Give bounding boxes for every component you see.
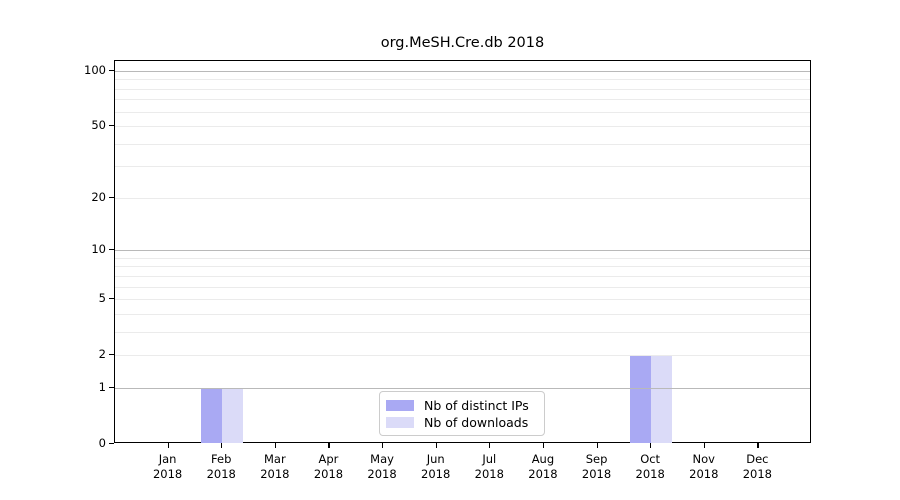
- x-axis-tick-mark: [542, 443, 545, 448]
- minor-gridline: [115, 313, 810, 315]
- y-axis-tick-mark: [109, 298, 114, 300]
- major-gridline: [115, 387, 810, 389]
- legend-item-distinct-ips: Nb of distinct IPs: [386, 397, 536, 414]
- minor-gridline: [115, 257, 810, 259]
- x-axis-tick-mark: [650, 443, 652, 448]
- x-axis-month-label: Apr: [318, 452, 339, 466]
- y-axis-tick-mark: [109, 70, 114, 72]
- x-axis-year-label: 2018: [421, 467, 451, 481]
- y-axis-tick-mark: [109, 443, 114, 445]
- x-axis-year-label: 2018: [152, 467, 183, 481]
- x-axis-tick-mark: [221, 443, 223, 448]
- y-axis-tick-mark: [109, 249, 114, 251]
- minor-gridline: [115, 88, 810, 90]
- y-axis-tick-label: 50: [91, 118, 106, 133]
- x-axis-month-label: Feb: [211, 452, 232, 466]
- x-axis-year-label: 2018: [581, 467, 612, 481]
- chart-title: org.MeSH.Cre.db 2018: [380, 35, 545, 51]
- x-axis-month-label: Dec: [746, 452, 769, 466]
- minor-gridline: [115, 99, 810, 101]
- y-axis-tick-label: 20: [91, 189, 106, 204]
- legend: Nb of distinct IPs Nb of downloads: [379, 391, 545, 436]
- y-axis-tick-label: 5: [98, 291, 106, 306]
- x-axis-tick-mark: [757, 443, 759, 448]
- x-axis-year-label: 2018: [474, 467, 504, 481]
- bar-distinct-ips: [201, 387, 223, 443]
- minor-gridline: [115, 266, 810, 268]
- x-axis-tick-mark: [435, 443, 437, 448]
- bar-downloads: [222, 387, 244, 443]
- legend-item-downloads: Nb of downloads: [386, 414, 536, 431]
- legend-label-distinct-ips: Nb of distinct IPs: [424, 398, 529, 413]
- x-axis-tick-mark: [703, 443, 705, 448]
- minor-gridline: [115, 286, 810, 288]
- x-axis-year-label: 2018: [742, 467, 773, 481]
- x-axis-month-label: Oct: [640, 452, 661, 466]
- y-axis-tick-label: 2: [98, 347, 106, 362]
- minor-gridline: [115, 355, 810, 357]
- minor-gridline: [115, 143, 810, 145]
- x-axis-month-label: Jan: [158, 452, 177, 466]
- legend-swatch-downloads: [386, 417, 414, 428]
- x-axis-month-label: Aug: [531, 452, 555, 466]
- major-gridline: [115, 250, 810, 252]
- x-axis-year-label: 2018: [260, 467, 290, 481]
- x-axis-month-label: May: [370, 452, 394, 466]
- y-axis-tick-label: 100: [84, 63, 106, 77]
- x-axis-month-label: Jun: [426, 452, 445, 466]
- x-axis-tick-mark: [596, 443, 598, 448]
- x-axis-year-label: 2018: [689, 467, 719, 481]
- legend-label-downloads: Nb of downloads: [424, 415, 529, 430]
- major-gridline: [115, 71, 810, 72]
- x-axis-tick-mark: [328, 443, 330, 448]
- minor-gridline: [115, 299, 810, 301]
- x-axis-year-label: 2018: [528, 467, 558, 481]
- legend-swatch-distinct-ips: [386, 400, 414, 411]
- y-axis-tick-mark: [109, 354, 114, 356]
- x-axis-month-label: Nov: [692, 452, 715, 466]
- y-axis-tick-mark: [109, 196, 114, 199]
- minor-gridline: [115, 197, 810, 199]
- minor-gridline: [115, 126, 810, 128]
- minor-gridline: [115, 275, 810, 277]
- x-axis-tick-mark: [382, 443, 384, 448]
- y-axis-tick-mark: [109, 125, 114, 127]
- x-axis-tick-mark: [167, 443, 169, 448]
- x-axis-tick-mark: [489, 443, 491, 448]
- minor-gridline: [115, 111, 810, 113]
- x-axis-year-label: 2018: [367, 467, 397, 481]
- y-axis-tick-label: 1: [98, 379, 106, 394]
- minor-gridline: [115, 331, 810, 333]
- x-axis-month-label: Mar: [263, 452, 286, 466]
- x-axis-year-label: 2018: [635, 467, 665, 481]
- x-axis-month-label: Jul: [482, 452, 497, 466]
- y-axis-tick-label: 10: [91, 242, 106, 257]
- x-axis-month-label: Sep: [585, 452, 608, 466]
- x-axis-tick-mark: [274, 443, 277, 448]
- y-axis-tick-mark: [109, 386, 114, 389]
- x-axis-year-label: 2018: [206, 467, 236, 481]
- plot-area: [114, 60, 811, 443]
- x-axis-year-label: 2018: [313, 467, 344, 481]
- bar-distinct-ips: [630, 355, 652, 443]
- minor-gridline: [115, 166, 810, 168]
- minor-gridline: [115, 79, 810, 81]
- y-axis-tick-label: 0: [98, 436, 106, 450]
- bar-downloads: [651, 355, 673, 443]
